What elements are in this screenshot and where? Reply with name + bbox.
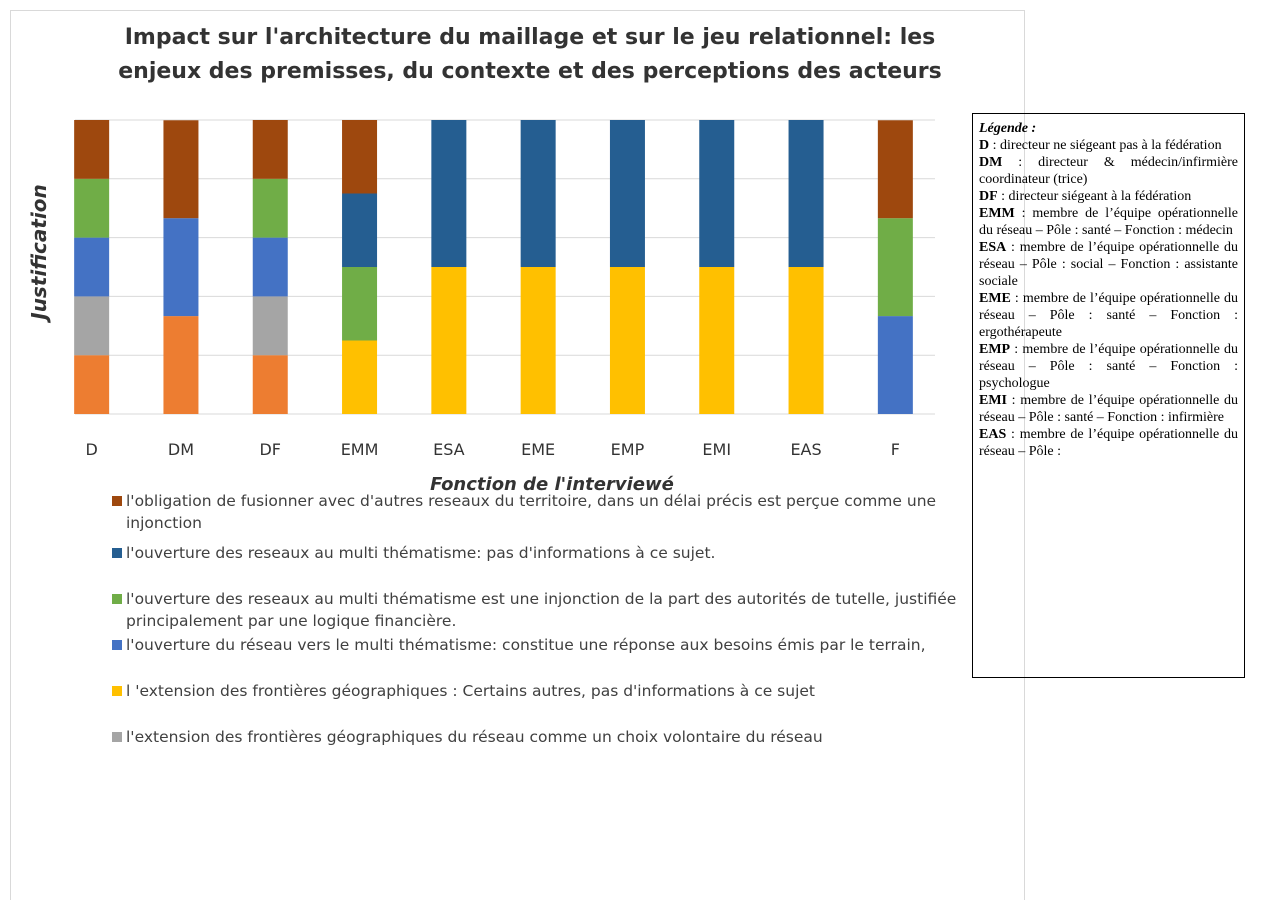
bar-segment: [342, 193, 378, 267]
bar-segment: [699, 120, 735, 267]
title-line: Impact sur l'architecture du maillage et…: [125, 25, 936, 50]
entry-code: ESA: [979, 240, 1007, 255]
legend-label: l'ouverture des reseaux au multi thémati…: [126, 590, 957, 630]
entry-text: : membre de l’équipe opérationnelle du r…: [979, 240, 1238, 289]
legend-swatch: [112, 686, 122, 696]
side-legend: Légende :D : directeur ne siégeant pas à…: [972, 113, 1245, 678]
bar-segment: [252, 178, 288, 238]
bar-segment: [74, 355, 110, 414]
legend-swatch: [112, 594, 122, 604]
x-tick-label: ESA: [433, 440, 465, 459]
bar-segment: [788, 267, 824, 414]
legend-label: l'ouverture du réseau vers le multi thém…: [126, 636, 926, 654]
bar-segment: [520, 267, 556, 414]
legend-item: l'extension des frontières géographiques…: [112, 726, 823, 748]
side-legend-entry: DF : directeur siégeant à la fédération: [979, 188, 1238, 205]
bar-segment: [252, 237, 288, 297]
x-tick-label: EMI: [702, 440, 731, 459]
x-tick-label: F: [891, 440, 900, 459]
entry-code: DF: [979, 189, 998, 204]
y-axis-title: Justification: [27, 184, 51, 324]
side-legend-entry: DM : directeur & médecin/infirmière coor…: [979, 154, 1238, 188]
side-legend-entry: D : directeur ne siégeant pas à la fédér…: [979, 137, 1238, 154]
entry-text: : directeur & médecin/infirmière coordin…: [979, 155, 1238, 187]
legend-label: l'extension des frontières géographiques…: [126, 728, 823, 746]
x-tick-label: EMP: [611, 440, 645, 459]
bar-segment: [877, 316, 913, 414]
entry-text: : membre de l’équipe opérationnelle du r…: [979, 393, 1238, 425]
side-legend-entry: ESA : membre de l’équipe opérationnelle …: [979, 239, 1238, 290]
bar-segment: [877, 120, 913, 219]
legend-item: l'ouverture des reseaux au multi thémati…: [112, 542, 715, 564]
x-tick-label: EMM: [341, 440, 379, 459]
x-tick-label: DM: [168, 440, 194, 459]
bar-segment: [74, 120, 110, 179]
entry-text: : membre de l’équipe opérationnelle du r…: [979, 342, 1238, 391]
entry-text: : directeur ne siégeant pas à la fédérat…: [989, 138, 1222, 153]
bar-segment: [163, 316, 199, 414]
x-axis-title: Fonction de l'interviewé: [430, 474, 674, 495]
entry-text: : membre de l’équipe opérationnelle du r…: [979, 427, 1238, 459]
bar-segment: [74, 296, 110, 356]
entry-text: : membre de l’équipe opérationnelle du r…: [979, 291, 1238, 340]
entry-code: EMI: [979, 393, 1007, 408]
bar-segment: [163, 120, 199, 219]
legend-item: l'obligation de fusionner avec d'autres …: [112, 490, 972, 534]
legend-item: l'ouverture des reseaux au multi thémati…: [112, 588, 972, 632]
bar-segment: [74, 237, 110, 297]
x-tick-label: EME: [521, 440, 555, 459]
bar-segment: [520, 120, 556, 267]
bar-segment: [163, 218, 199, 317]
bar-segment: [252, 120, 288, 179]
bar-segment: [609, 267, 645, 414]
bar-segment: [252, 355, 288, 414]
side-legend-entry: EMP : membre de l’équipe opérationnelle …: [979, 341, 1238, 392]
bar-segment: [699, 267, 735, 414]
side-legend-entry: EMM : membre de l’équipe opérationnelle …: [979, 205, 1238, 239]
legend-swatch: [112, 640, 122, 650]
bar-segment: [342, 120, 378, 194]
entry-code: DM: [979, 155, 1003, 170]
bar-segment: [74, 178, 110, 238]
chart-border: [10, 10, 1025, 900]
side-legend-entry: EME : membre de l’équipe opérationnelle …: [979, 290, 1238, 341]
bar-segment: [342, 340, 378, 414]
entry-code: EAS: [979, 427, 1007, 442]
bar-segment: [431, 267, 467, 414]
legend-swatch: [112, 548, 122, 558]
side-legend-title: Légende :: [979, 121, 1037, 136]
legend-label: l 'extension des frontières géographique…: [126, 682, 816, 700]
bar-segment: [788, 120, 824, 267]
legend-swatch: [112, 732, 122, 742]
legend-item: l'ouverture du réseau vers le multi thém…: [112, 634, 926, 656]
bar-segment: [609, 120, 645, 267]
entry-code: EMP: [979, 342, 1011, 357]
bar-segment: [431, 120, 467, 267]
side-legend-entry: EAS : membre de l’équipe opérationnelle …: [979, 426, 1238, 460]
bar-segment: [877, 218, 913, 317]
title-line: enjeux des premisses, du contexte et des…: [118, 59, 942, 84]
legend-label: l'ouverture des reseaux au multi thémati…: [126, 544, 716, 562]
entry-text: : membre de l’équipe opérationnelle du r…: [979, 206, 1238, 238]
x-tick-label: D: [85, 440, 97, 459]
legend-item: l 'extension des frontières géographique…: [112, 680, 815, 702]
bar-segment: [252, 296, 288, 356]
x-tick-label: DF: [259, 440, 281, 459]
entry-code: EME: [979, 291, 1011, 306]
side-legend-entry: EMI : membre de l’équipe opérationnelle …: [979, 392, 1238, 426]
entry-text: : directeur siégeant à la fédération: [997, 189, 1192, 204]
x-tick-label: EAS: [790, 440, 821, 459]
legend-label: l'obligation de fusionner avec d'autres …: [126, 492, 937, 532]
legend-swatch: [112, 496, 122, 506]
bar-segment: [342, 267, 378, 341]
entry-code: EMM: [979, 206, 1015, 221]
chart-title: Impact sur l'architecture du maillage et…: [118, 25, 942, 84]
entry-code: D: [979, 138, 990, 153]
